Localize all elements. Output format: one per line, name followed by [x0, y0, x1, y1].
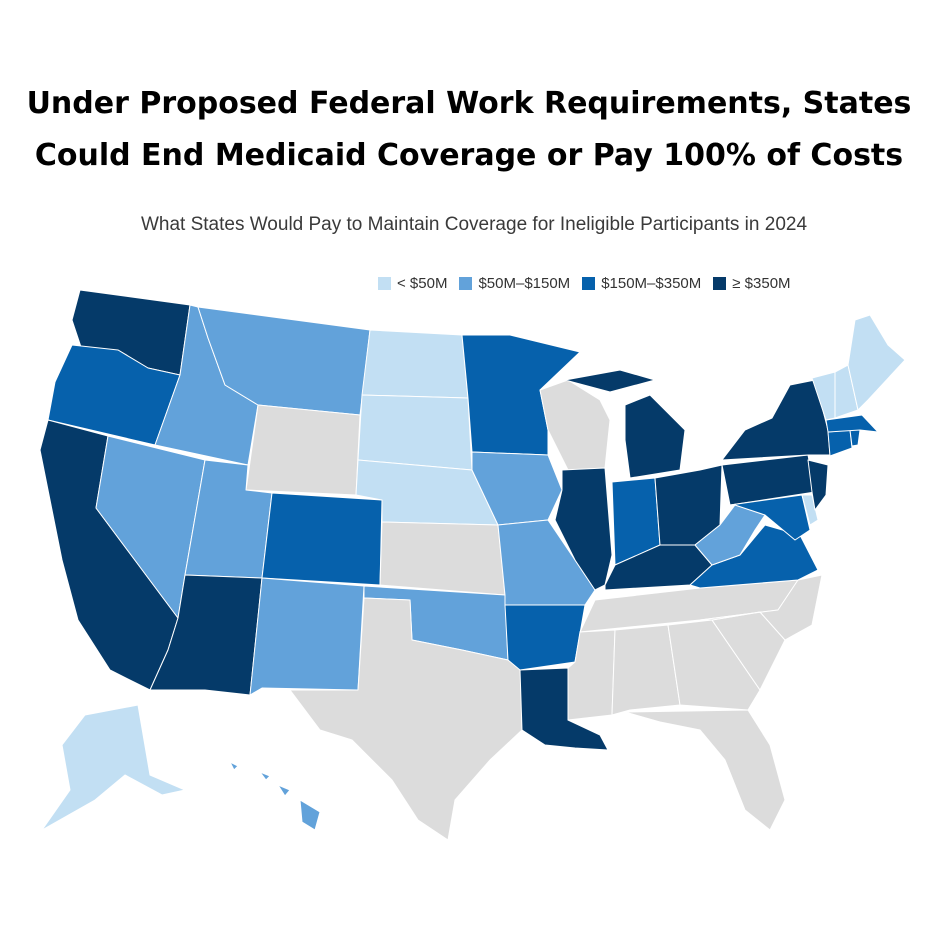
- state-CT[interactable]: [827, 429, 853, 457]
- title-line-2: Could End Medicaid Coverage or Pay 100% …: [34, 138, 904, 173]
- state-MI[interactable]: [564, 369, 686, 479]
- legend-label-over-350m: ≥ $350M: [732, 274, 791, 292]
- chart-subtitle: What States Would Pay to Maintain Covera…: [140, 214, 808, 235]
- legend-item-150m-350m: $150M–$350M: [582, 275, 701, 292]
- title-line-1: Under Proposed Federal Work Requirements…: [26, 86, 912, 121]
- state-MA[interactable]: [825, 414, 879, 433]
- state-NM[interactable]: [249, 577, 365, 696]
- state-FL[interactable]: [624, 709, 786, 831]
- state-DE[interactable]: [801, 494, 819, 526]
- state-WV[interactable]: [694, 504, 766, 566]
- legend-swatch-under-50m: [378, 276, 391, 290]
- state-WY[interactable]: [245, 404, 361, 496]
- state-GA[interactable]: [667, 619, 761, 711]
- state-RI[interactable]: [849, 429, 861, 447]
- legend-swatch-150m-350m: [582, 276, 596, 290]
- legend-item-under-50m: < $50M: [378, 275, 447, 292]
- state-HI[interactable]: [229, 761, 321, 831]
- state-TX[interactable]: [289, 597, 523, 841]
- chart-title: Under Proposed Federal Work Requirements…: [0, 78, 938, 182]
- legend-swatch-over-350m: [713, 276, 727, 290]
- legend-swatch-50m-150m: [459, 276, 473, 290]
- state-KS[interactable]: [379, 521, 506, 596]
- state-WI[interactable]: [539, 379, 611, 471]
- state-AK[interactable]: [41, 704, 186, 831]
- legend: < $50M $50M–$150M $150M–$350M ≥ $350M: [378, 272, 878, 294]
- legend-item-50m-150m: $50M–$150M: [459, 275, 570, 292]
- state-ME[interactable]: [847, 314, 906, 411]
- state-IL[interactable]: [554, 467, 613, 591]
- state-AR[interactable]: [504, 604, 586, 671]
- state-CO[interactable]: [261, 492, 383, 586]
- legend-item-over-350m: ≥ $350M: [713, 274, 791, 292]
- state-NC[interactable]: [699, 574, 823, 641]
- state-AL[interactable]: [611, 624, 681, 716]
- legend-label-50m-150m: $50M–$150M: [478, 274, 571, 292]
- state-SD[interactable]: [357, 394, 473, 471]
- state-ND[interactable]: [361, 329, 469, 399]
- legend-label-under-50m: < $50M: [397, 274, 448, 292]
- legend-label-150m-350m: $150M–$350M: [601, 274, 702, 292]
- state-NJ[interactable]: [807, 459, 829, 511]
- state-NY[interactable]: [721, 379, 831, 461]
- state-MO[interactable]: [497, 519, 596, 606]
